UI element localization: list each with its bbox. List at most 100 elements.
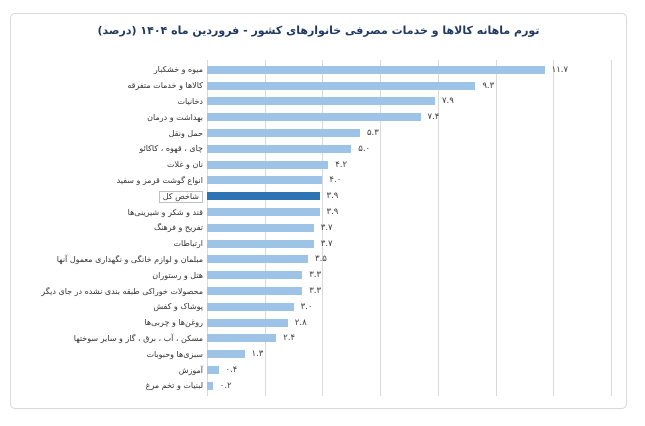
bar <box>207 176 323 185</box>
bar-row: بهداشت و درمان ۷.۴ <box>13 109 625 125</box>
bar-row: نان و غلات ۴.۲ <box>13 157 625 173</box>
bar-row: چای ، قهوه ، کاکائو ۵.۰ <box>13 141 625 157</box>
category-label: بهداشت و درمان <box>147 112 203 122</box>
category-label: حمل ونقل <box>168 128 203 138</box>
category-label: مسکن ، آب ، برق ، گاز و سایر سوختها <box>73 333 203 343</box>
category-label: ارتباطات <box>173 239 204 249</box>
bar <box>207 334 277 343</box>
category-label: میوه و خشکبار <box>153 65 203 75</box>
bar-cell: ۹.۳ <box>207 78 625 94</box>
bar-cell: ۳.۳ <box>207 283 625 299</box>
bar-row: حمل ونقل ۵.۳ <box>13 125 625 141</box>
category-label: تفریح و فرهنگ <box>153 223 203 233</box>
category-label: دخانیات <box>177 96 203 106</box>
value-label: ۰.۲ <box>219 380 232 391</box>
bar-cell: ۰.۴ <box>207 362 625 378</box>
bar <box>207 113 421 122</box>
category-label: محصولات خوراکی طبقه بندی نشده در جای دیگ… <box>41 286 203 296</box>
bar-row: روغن‌ها و چربی‌ها ۲.۸ <box>13 315 625 331</box>
chart-title: تورم ماهانه کالاها و خدمات مصرفی خانواره… <box>97 24 540 37</box>
bar <box>207 65 545 74</box>
bar-cell: ۷.۹ <box>207 94 625 110</box>
bar-row: محصولات خوراکی طبقه بندی نشده در جای دیگ… <box>13 283 625 299</box>
bar <box>207 144 352 153</box>
value-label: ۳.۹ <box>326 207 339 218</box>
bar-cell: ۳.۰ <box>207 299 625 315</box>
bar <box>207 287 303 296</box>
bar-row: سبزی‌ها وحبوبات ۱.۳ <box>13 346 625 362</box>
bar-row: کالاها و خدمات متفرقه ۹.۳ <box>13 78 625 94</box>
value-label: ۳.۳ <box>309 270 322 281</box>
category-label: سبزی‌ها وحبوبات <box>146 349 203 359</box>
bar <box>207 350 245 359</box>
highlight-bar <box>207 192 320 201</box>
value-label: ۳.۷ <box>320 238 333 249</box>
category-label: روغن‌ها و چربی‌ها <box>144 318 203 328</box>
category-label: مبلمان و لوازم خانگی و نگهداری معمول آنه… <box>56 254 203 264</box>
bar-cell: ۱۱.۷ <box>207 62 625 78</box>
value-label: ۱۱.۷ <box>551 64 569 75</box>
value-label: ۵.۳ <box>366 128 379 139</box>
bar <box>207 208 320 217</box>
gridline <box>553 60 555 396</box>
value-label: ۵.۰ <box>358 143 371 154</box>
bar <box>207 381 213 390</box>
bar-row: میوه و خشکبار ۱۱.۷ <box>13 62 625 78</box>
bar-rows: میوه و خشکبار ۱۱.۷ کالاها و خدمات متفرقه ۹.… <box>13 62 625 394</box>
bar-cell: ۳.۷ <box>207 220 625 236</box>
value-label: ۱.۳ <box>251 349 264 360</box>
bar <box>207 81 476 90</box>
bar-cell: ۲.۴ <box>207 331 625 347</box>
bar-cell: ۴.۲ <box>207 157 625 173</box>
category-label: آموزش <box>178 365 203 375</box>
bar-cell: ۷.۴ <box>207 109 625 125</box>
bar <box>207 129 360 138</box>
category-label: پوشاک و کفش <box>153 302 203 312</box>
bar <box>207 160 329 169</box>
value-label: ۳.۷ <box>320 222 333 233</box>
bar-row: انواع گوشت قرمز و سفید ۴.۰ <box>13 173 625 189</box>
value-label: ۰.۴ <box>225 365 238 376</box>
value-label: ۲.۸ <box>294 317 307 328</box>
bar <box>207 97 435 106</box>
bar-cell: ۳.۹ <box>207 204 625 220</box>
value-label: ۷.۹ <box>441 96 454 107</box>
bar <box>207 302 294 311</box>
bar-row: دخانیات ۷.۹ <box>13 94 625 110</box>
value-label: ۹.۳ <box>482 80 495 91</box>
value-label: ۳.۹ <box>326 191 339 202</box>
bar-row: پوشاک و کفش ۳.۰ <box>13 299 625 315</box>
bar <box>207 239 314 248</box>
bar-cell: ۱.۳ <box>207 346 625 362</box>
bar <box>207 255 308 264</box>
category-label: نان و غلات <box>167 160 203 170</box>
gridline <box>380 60 382 396</box>
bar <box>207 223 314 232</box>
bar-cell: ۴.۰ <box>207 173 625 189</box>
bar-row: لبنیات و تخم مرغ ۰.۲ <box>13 378 625 394</box>
bar-cell: ۵.۳ <box>207 125 625 141</box>
category-label: انواع گوشت قرمز و سفید <box>116 175 203 185</box>
bar-row: مسکن ، آب ، برق ، گاز و سایر سوختها ۲.۴ <box>13 331 625 347</box>
bar-cell: ۳.۵ <box>207 252 625 268</box>
category-label: چای ، قهوه ، کاکائو <box>139 144 203 154</box>
bar-row: قند و شکر و شیرینی‌ها ۳.۹ <box>13 204 625 220</box>
bar <box>207 318 288 327</box>
value-label: ۳.۵ <box>315 254 327 265</box>
category-label: شاخص کل <box>13 190 207 203</box>
value-label: ۲.۴ <box>283 333 296 344</box>
category-label: هتل و رستوران <box>152 270 203 280</box>
value-label: ۳.۰ <box>300 301 313 312</box>
gridline <box>611 60 612 396</box>
bar-cell: ۰.۲ <box>207 378 625 394</box>
gridline <box>495 60 497 396</box>
value-label: ۴.۰ <box>329 175 342 186</box>
chart-card: تورم ماهانه کالاها و خدمات مصرفی خانواره… <box>10 13 627 409</box>
gridline <box>437 60 439 396</box>
bar-row: هتل و رستوران ۳.۳ <box>13 267 625 283</box>
bar-row: شاخص کل ۳.۹ <box>13 188 625 204</box>
category-label: قند و شکر و شیرینی‌ها <box>127 207 203 217</box>
bar-row: آموزش ۰.۴ <box>13 362 625 378</box>
value-label: ۳.۳ <box>309 286 322 297</box>
